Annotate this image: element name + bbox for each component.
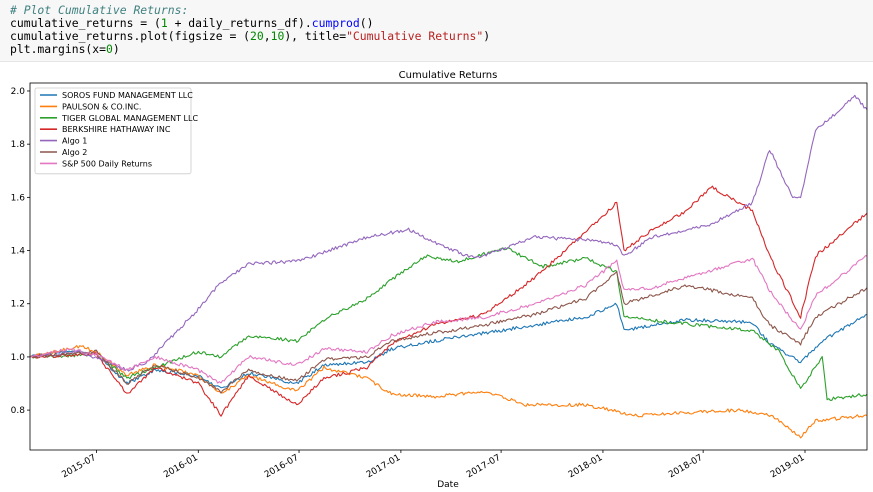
y-axis: 0.8 1.0 1.2 1.4 1.6 1.8 2.0 [11,87,30,416]
code-token: + daily_returns_df). [167,16,312,30]
chart-title: Cumulative Returns [399,70,498,81]
series-line-2 [29,247,868,401]
y-tick-label: 1.2 [11,300,25,310]
series-line-0 [29,302,868,389]
x-tick-label: 2018-07 [667,453,705,480]
legend-label: SOROS FUND MANAGEMENT LLC [62,91,193,100]
x-tick-label: 2015-07 [60,453,98,480]
legend-label: BERKSHIRE HATHAWAY INC [62,125,171,134]
x-tick-label: 2018-01 [567,453,605,480]
code-token: cumulative_returns = ( [10,16,161,30]
code-comment: # Plot Cumulative Returns: [10,3,189,17]
x-tick-label: 2016-01 [162,453,200,480]
y-tick-label: 1.6 [11,193,26,203]
legend-box [34,87,192,175]
x-tick-label: 2017-07 [465,453,503,480]
y-tick-label: 1.4 [11,247,26,257]
code-line-1: # Plot Cumulative Returns: [10,4,863,17]
code-cell[interactable]: # Plot Cumulative Returns: cumulative_re… [0,0,873,62]
x-axis: 2015-07 2016-01 2016-07 2017-01 2017-07 2018-… [60,450,807,480]
x-axis-label: Date [437,480,459,490]
code-token: , [263,29,271,43]
plot-series-group [29,94,868,439]
series-line-4 [29,94,868,372]
code-token: ), title= [284,29,347,43]
code-token: ) [483,29,491,43]
y-tick-label: 2.0 [11,87,26,97]
code-number: 20 [250,29,264,43]
y-tick-label: 1.8 [11,140,26,150]
legend-label: Algo 1 [62,137,87,146]
x-tick-label: 2019-01 [769,453,807,480]
y-tick-label: 0.8 [11,406,26,416]
legend: SOROS FUND MANAGEMENT LLC PAULSON & CO.IN… [34,87,198,175]
series-line-6 [30,255,868,384]
plot-frame [29,82,868,451]
x-tick-label: 2017-01 [365,453,403,480]
legend-label: S&P 500 Daily Returns [62,159,152,168]
code-token: () [359,16,374,30]
code-token: plt.margins(x= [10,42,107,56]
series-line-5 [30,271,868,394]
code-line-3: cumulative_returns.plot(figsize = (20,10… [10,30,863,43]
code-line-4: plt.margins(x=0) [10,43,863,56]
legend-label: PAULSON & CO.INC. [62,102,141,111]
series-line-1 [29,345,868,439]
code-token: ) [112,42,120,56]
code-line-2: cumulative_returns = (1 + daily_returns_… [10,17,863,30]
y-tick-label: 1.0 [11,353,26,363]
code-string: "Cumulative Returns" [346,29,484,43]
code-number: 1 [160,16,168,30]
code-function: cumprod [311,16,360,30]
x-tick-label: 2016-07 [263,453,301,480]
series-line-3 [29,185,868,417]
legend-label: TIGER GLOBAL MANAGEMENT LLC [61,114,198,123]
code-number: 10 [270,29,285,43]
legend-label: Algo 2 [62,148,87,157]
code-token: cumulative_returns.plot(figsize = ( [10,29,251,43]
code-number: 0 [106,42,113,56]
